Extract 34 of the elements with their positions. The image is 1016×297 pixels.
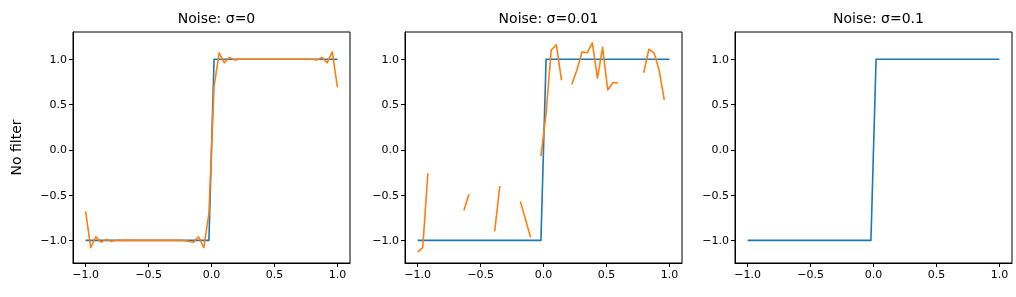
y-tick-label: 0.5 <box>49 97 67 111</box>
y-tick-label: 0.0 <box>381 143 399 157</box>
x-tick-label: 0.0 <box>534 268 553 281</box>
y-tick-label: 0.5 <box>711 97 729 111</box>
x-tick-label: −0.5 <box>135 268 162 281</box>
y-tick-label: −0.5 <box>702 188 729 202</box>
y-tick-label: 1.0 <box>711 52 729 66</box>
y-tick-label: −0.5 <box>372 188 399 202</box>
x-tick-label: 0.5 <box>927 268 946 281</box>
y-tick-label: 0.0 <box>711 143 729 157</box>
x-tick-label: 1.0 <box>990 268 1009 281</box>
chart-title: Noise: σ=0 <box>177 10 256 26</box>
x-tick-label: 0.5 <box>265 268 284 281</box>
chart-title: Noise: σ=0.1 <box>833 10 924 26</box>
x-tick-label: −1.0 <box>404 268 431 281</box>
y-tick-label: 1.0 <box>381 52 399 66</box>
y-tick-label: −1.0 <box>40 233 67 247</box>
x-tick-label: 1.0 <box>328 268 347 281</box>
x-tick-label: 0.5 <box>597 268 616 281</box>
y-tick-label: 1.0 <box>49 52 67 66</box>
x-tick-label: 0.0 <box>864 268 883 281</box>
x-tick-label: −0.5 <box>467 268 494 281</box>
y-tick-label: −0.5 <box>40 188 67 202</box>
y-tick-label: 0.5 <box>381 97 399 111</box>
x-tick-label: 0.0 <box>202 268 221 281</box>
x-tick-label: −0.5 <box>797 268 824 281</box>
x-tick-label: −1.0 <box>72 268 99 281</box>
y-axis-title: No filter <box>8 119 24 176</box>
chart-title: Noise: σ=0.01 <box>498 10 599 26</box>
y-tick-label: −1.0 <box>372 233 399 247</box>
x-tick-label: −1.0 <box>734 268 761 281</box>
y-tick-label: −1.0 <box>702 233 729 247</box>
y-tick-label: 0.0 <box>49 143 67 157</box>
x-tick-label: 1.0 <box>660 268 679 281</box>
